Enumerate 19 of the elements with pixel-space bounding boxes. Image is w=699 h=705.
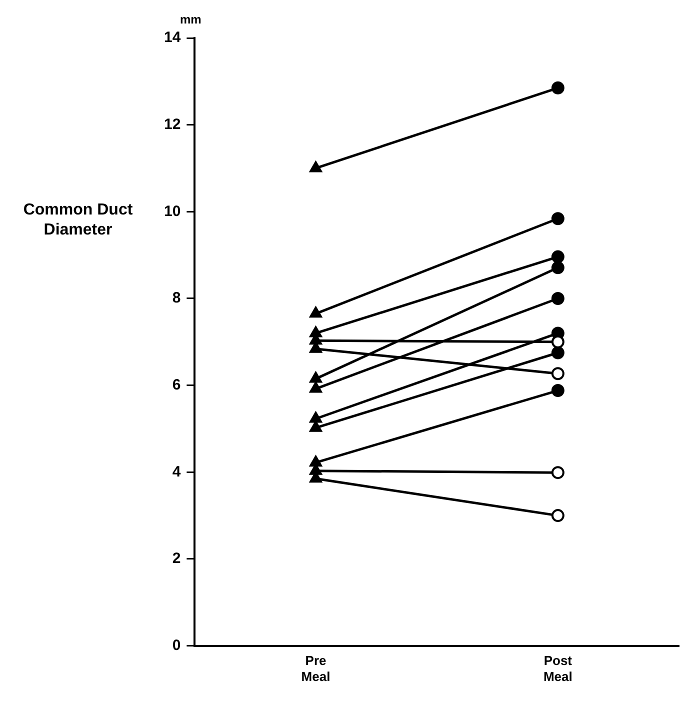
y-tick-label: 0 [172, 636, 181, 654]
y-tick-label: 12 [164, 116, 181, 133]
text: mm [180, 12, 202, 26]
x-tick-label: Pre Meal [301, 653, 330, 684]
y-tick-label: 10 [164, 202, 181, 220]
point [551, 346, 564, 360]
point [551, 250, 564, 264]
point [551, 81, 564, 94]
y-tick-label: 6 [172, 376, 181, 394]
y-tick-label: 4 [172, 463, 182, 480]
y-axis-title: Common Duct Diameter [23, 202, 134, 239]
y-tick-label: 14 [164, 29, 182, 46]
point [551, 292, 564, 305]
point [551, 384, 564, 398]
y-tick-label: 2 [172, 550, 181, 568]
point [551, 212, 564, 226]
y-tick-label: 8 [172, 290, 181, 307]
point [551, 261, 564, 274]
x-tick-label: Post Meal [543, 653, 573, 684]
